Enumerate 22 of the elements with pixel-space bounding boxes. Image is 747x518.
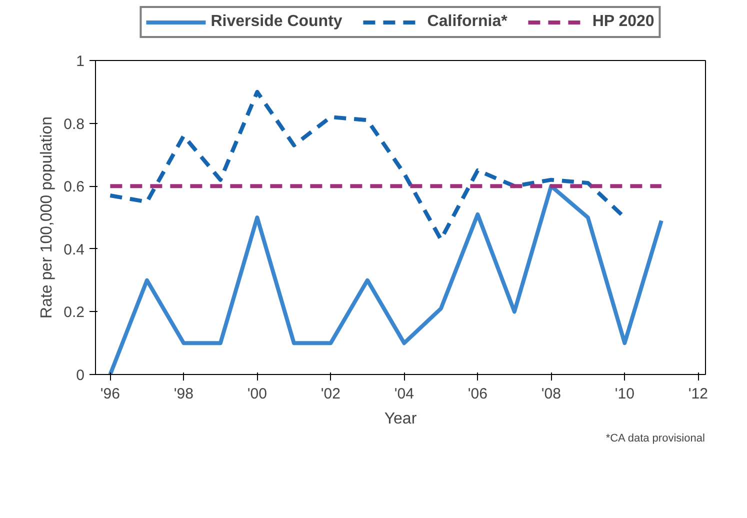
x-tick-label: '96	[100, 386, 120, 402]
text: *CA data provisional	[606, 432, 705, 444]
y-tick-label: 0.4	[64, 241, 85, 258]
x-tick-label: '98	[174, 386, 194, 402]
legend-label: California*	[427, 13, 508, 31]
x-axis-title: Year	[384, 410, 418, 428]
x-tick-label: '02	[320, 386, 340, 402]
line-series	[108, 184, 664, 374]
y-tick-label: 0	[76, 367, 84, 384]
x-tick-label: '08	[541, 386, 561, 402]
x-tick-label: '10	[614, 386, 634, 402]
x-tick-label: '04	[394, 386, 414, 402]
legend-label: HP 2020	[592, 13, 654, 31]
x-tick-label: '12	[688, 386, 708, 402]
y-tick-label: 0.6	[64, 178, 85, 196]
y-tick-label: 0.2	[64, 304, 85, 322]
y-tick-label: 1	[76, 53, 84, 70]
y-axis-title: Rate per 100,000 population	[38, 116, 56, 318]
x-tick-label: '06	[468, 386, 488, 402]
legend-label: Riverside County	[210, 13, 342, 31]
y-tick-label: 0.8	[64, 116, 85, 133]
x-tick-label: '00	[247, 386, 267, 402]
